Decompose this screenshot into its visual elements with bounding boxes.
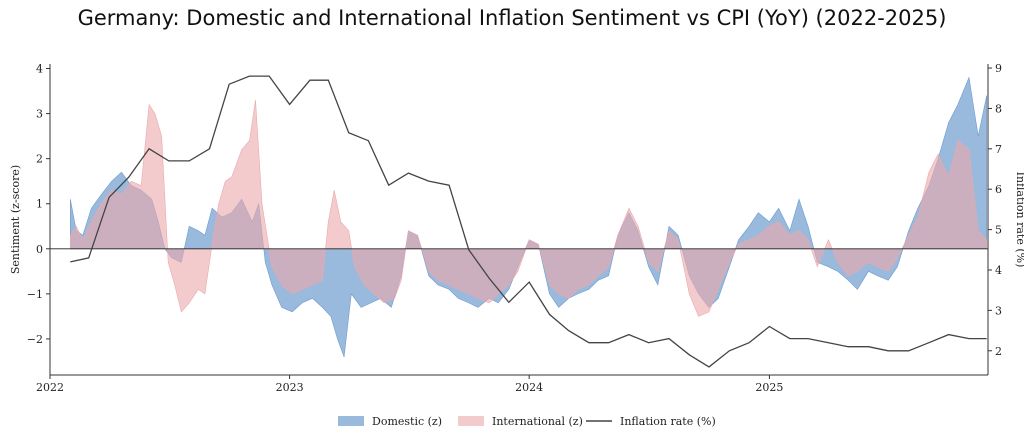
y2-tick-label: 4 bbox=[995, 264, 1002, 277]
y-tick-label: 2 bbox=[36, 153, 43, 166]
y2-tick-label: 5 bbox=[995, 224, 1002, 237]
y2-tick-label: 2 bbox=[995, 345, 1002, 358]
legend-domestic-label: Domestic (z) bbox=[372, 415, 442, 428]
y2-tick-label: 7 bbox=[995, 143, 1002, 156]
y-tick-label: 3 bbox=[36, 108, 43, 121]
y2-axis-title: Inflation rate (%) bbox=[1014, 172, 1024, 268]
y-tick-label: −1 bbox=[27, 288, 43, 301]
legend-inflation-label: Inflation rate (%) bbox=[620, 415, 716, 428]
y2-tick-label: 3 bbox=[995, 304, 1002, 317]
legend-international-label: International (z) bbox=[492, 415, 583, 428]
domestic-area bbox=[70, 76, 987, 358]
y2-tick-label: 8 bbox=[995, 102, 1002, 115]
y-axis-title: Sentiment (z-score) bbox=[9, 165, 22, 274]
axes-layer: −2 −1 0 1 2 3 4 2 3 4 5 6 7 8 9 2022 2023 2024 2025 Sentime… bbox=[9, 62, 1024, 394]
chart-title: Germany: Domestic and International Infl… bbox=[77, 6, 947, 30]
y-tick-label: 1 bbox=[36, 198, 43, 211]
x-tick-label: 2025 bbox=[755, 381, 783, 394]
inflation-line bbox=[70, 75, 987, 368]
x-tick-label: 2024 bbox=[515, 381, 543, 394]
legend-international-swatch bbox=[458, 416, 484, 426]
x-tick-label: 2022 bbox=[36, 381, 64, 394]
y-tick-label: 0 bbox=[36, 243, 43, 256]
legend-domestic-swatch bbox=[338, 416, 364, 426]
area-layer bbox=[70, 76, 987, 358]
legend: Domestic (z) International (z) Inflation r… bbox=[338, 415, 716, 428]
y2-tick-label: 9 bbox=[995, 62, 1002, 75]
line-layer bbox=[70, 75, 987, 368]
international-area bbox=[70, 100, 987, 317]
y2-tick-label: 6 bbox=[995, 183, 1002, 196]
y-tick-label: 4 bbox=[36, 63, 43, 76]
x-tick-label: 2023 bbox=[276, 381, 304, 394]
y-tick-label: −2 bbox=[27, 333, 43, 346]
